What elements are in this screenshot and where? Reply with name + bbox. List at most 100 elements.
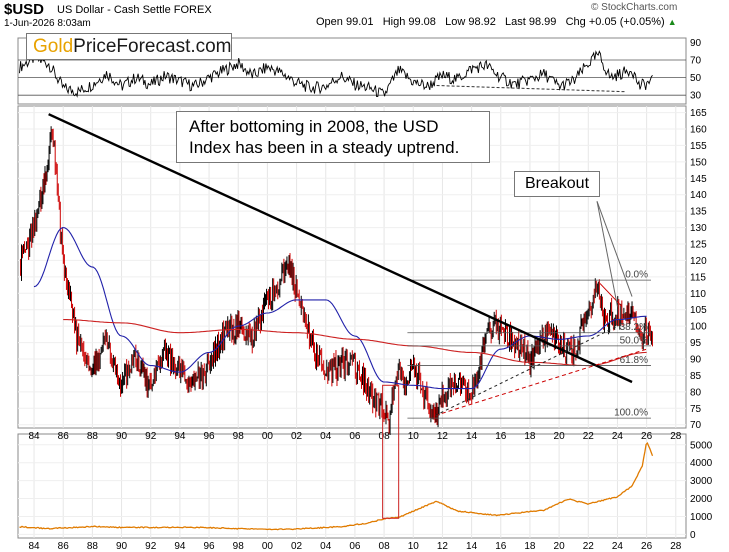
price-x-tick-label: 20 — [554, 431, 566, 442]
symbol-name: US Dollar - Cash Settle — [57, 4, 171, 16]
gold-x-tick-label: 14 — [466, 541, 478, 552]
fib-level-label: 61.8% — [620, 355, 648, 366]
timestamp: 1-Jun-2026 8:03am — [4, 18, 91, 29]
price-y-tick-label: 70 — [690, 420, 702, 431]
gold-x-tick-label: 00 — [262, 541, 274, 552]
price-x-tick-label: 94 — [174, 431, 186, 442]
price-y-tick-label: 125 — [690, 240, 707, 251]
price-y-tick-label: 90 — [690, 355, 702, 366]
price-y-tick-label: 115 — [690, 272, 706, 283]
price-x-tick-label: 14 — [466, 431, 478, 442]
symbol-description: US Dollar - Cash Settle FOREX — [57, 4, 212, 16]
price-x-tick-label: 04 — [320, 431, 332, 442]
price-y-tick-label: 110 — [690, 289, 706, 300]
gold-x-tick-label: 20 — [554, 541, 566, 552]
price-x-tick-label: 88 — [87, 431, 99, 442]
price-y-tick-label: 80 — [690, 387, 702, 398]
site-logo: GoldPriceForecast.com — [26, 33, 232, 60]
last-value: 98.99 — [528, 16, 557, 28]
downtrend-line — [48, 113, 633, 384]
price-x-tick-label: 28 — [670, 431, 682, 442]
gold-x-tick-label: 90 — [116, 541, 128, 552]
gold-x-tick-label: 88 — [87, 541, 99, 552]
gold-x-tick-label: 08 — [379, 541, 391, 552]
gold-x-tick-label: 02 — [291, 541, 303, 552]
price-y-tick-label: 165 — [690, 108, 707, 119]
price-y-tick-label: 85 — [690, 371, 702, 382]
price-x-tick-label: 16 — [495, 431, 507, 442]
price-x-tick-label: 98 — [233, 431, 245, 442]
logo-gold: Gold — [33, 36, 74, 57]
annotation-box: After bottoming in 2008, the USD Index h… — [176, 111, 490, 163]
rsi-y-tick-label: 30 — [690, 91, 702, 102]
high-value: 99.08 — [408, 16, 436, 28]
gold-x-tick-label: 24 — [612, 541, 624, 552]
price-y-tick-label: 155 — [690, 141, 707, 152]
high-label: High — [382, 16, 406, 28]
gold-x-tick-label: 18 — [524, 541, 536, 552]
price-y-tick-label: 160 — [690, 125, 707, 136]
price-x-tick-label: 92 — [145, 431, 157, 442]
last-label: Last — [505, 16, 526, 28]
support-line-black — [434, 325, 618, 416]
wedge-line — [599, 283, 623, 307]
gold-x-tick-label: 06 — [349, 541, 361, 552]
price-x-tick-label: 12 — [437, 431, 449, 442]
gold-x-tick-label: 94 — [174, 541, 186, 552]
gold-x-tick-label: 86 — [58, 541, 70, 552]
fib-level-label: 50.0% — [620, 335, 648, 346]
rsi-y-tick-label: 90 — [690, 38, 702, 49]
price-x-tick-label: 86 — [58, 431, 70, 442]
price-y-tick-label: 120 — [690, 256, 707, 267]
price-y-tick-label: 145 — [690, 174, 707, 185]
price-y-tick-label: 95 — [690, 338, 702, 349]
price-x-tick-label: 18 — [524, 431, 536, 442]
gold-x-tick-label: 12 — [437, 541, 449, 552]
fib-level-label: 100.0% — [614, 408, 648, 419]
logo-rest: PriceForecast.com — [73, 36, 232, 57]
low-value: 98.92 — [468, 16, 496, 28]
open-label: Open — [316, 16, 343, 28]
gold-y-tick-label: 2000 — [690, 494, 713, 505]
price-y-tick-label: 135 — [690, 207, 707, 218]
price-y-tick-label: 75 — [690, 404, 702, 415]
price-y-tick-label: 105 — [690, 305, 707, 316]
chg-value: +0.05 (+0.05%) — [588, 16, 665, 28]
price-x-tick-label: 22 — [583, 431, 595, 442]
price-x-tick-label: 24 — [612, 431, 624, 442]
rsi-y-tick-label: 70 — [690, 56, 702, 67]
gold-y-tick-label: 0 — [690, 530, 696, 541]
price-x-tick-label: 02 — [291, 431, 303, 442]
gold-x-tick-label: 04 — [320, 541, 332, 552]
gold-x-tick-label: 84 — [28, 541, 40, 552]
gold-x-tick-label: 16 — [495, 541, 507, 552]
gold-x-tick-label: 98 — [233, 541, 245, 552]
fib-level-label: 38.2% — [620, 322, 648, 333]
symbol-title: $USD — [4, 1, 45, 18]
up-arrow-icon: ▲ — [667, 17, 677, 27]
price-y-tick-label: 150 — [690, 157, 707, 168]
rsi-divergence-line — [436, 85, 625, 93]
rsi-line — [19, 50, 653, 98]
price-x-tick-label: 06 — [349, 431, 361, 442]
breakout-pointer-line — [596, 201, 618, 307]
copyright: © StockCharts.com — [591, 2, 678, 13]
price-x-tick-label: 08 — [379, 431, 391, 442]
price-x-tick-label: 00 — [262, 431, 274, 442]
highlight-2008-box — [382, 384, 400, 519]
gold-x-tick-label: 22 — [583, 541, 595, 552]
annotation-line-1: After bottoming in 2008, the USD — [189, 117, 439, 136]
annotation-line-2: Index has been in a steady uptrend. — [189, 138, 460, 157]
rsi-y-tick-label: 50 — [690, 73, 702, 84]
price-y-tick-label: 130 — [690, 223, 707, 234]
gold-x-tick-label: 28 — [670, 541, 682, 552]
price-x-tick-label: 96 — [204, 431, 216, 442]
support-line-red — [434, 348, 647, 416]
price-x-tick-label: 26 — [641, 431, 653, 442]
fib-level-label: 0.0% — [625, 270, 648, 281]
gold-x-tick-label: 96 — [204, 541, 216, 552]
long-moving-average — [63, 319, 647, 367]
gold-y-tick-label: 5000 — [690, 440, 713, 451]
